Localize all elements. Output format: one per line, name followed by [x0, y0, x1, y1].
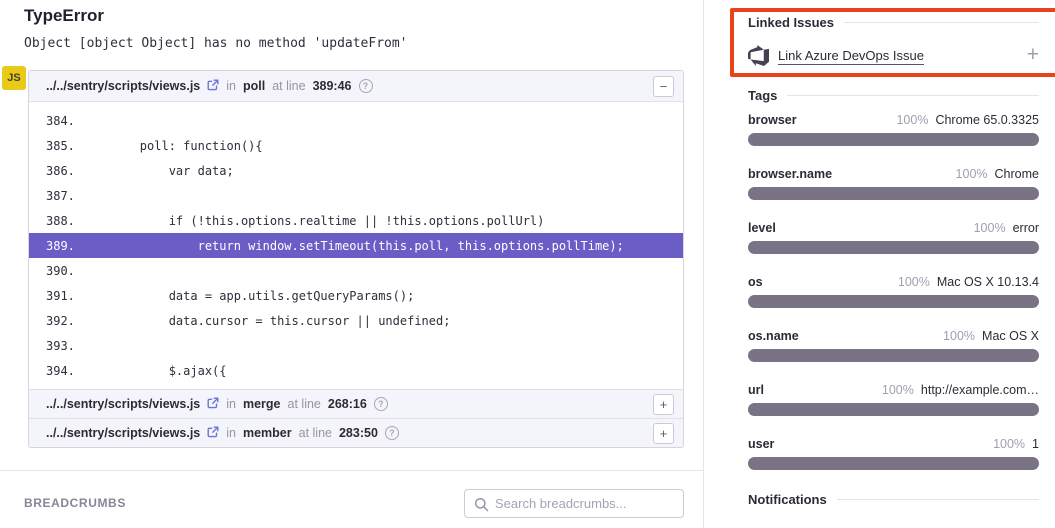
external-link-icon[interactable]	[207, 426, 219, 441]
platform-js-badge: JS	[2, 66, 26, 90]
help-question-icon[interactable]: ?	[358, 79, 373, 93]
tag-distribution-bar[interactable]	[748, 349, 1039, 362]
add-linked-issue-button[interactable]: +	[1026, 43, 1039, 66]
frame-in-label: in	[226, 426, 236, 440]
tag-distribution-bar[interactable]	[748, 457, 1039, 470]
linked-issues-title: Linked Issues	[748, 14, 834, 30]
external-link-icon[interactable]	[207, 397, 219, 412]
tag-distribution-bar[interactable]	[748, 133, 1039, 146]
notifications-title: Notifications	[748, 491, 827, 507]
tag-row-url: url 100% http://example.com…	[748, 383, 1039, 416]
frame-in-label: in	[226, 79, 236, 93]
tag-value[interactable]: Chrome	[994, 167, 1039, 181]
frame-function: merge	[242, 397, 281, 411]
frame-line-number: 268:16	[327, 397, 367, 411]
stack-frame-header-merge[interactable]: ../../sentry/scripts/views.js in merge a…	[29, 389, 683, 418]
code-line: 392. data.cursor = this.cursor || undefi…	[46, 313, 451, 328]
tag-value[interactable]: Mac OS X 10.13.4	[936, 275, 1039, 289]
tag-distribution-bar[interactable]	[748, 241, 1039, 254]
tag-percent: 100%	[881, 383, 914, 397]
code-line: 385. poll: function(){	[46, 138, 263, 153]
tag-key: os.name	[748, 329, 799, 343]
tags-section: Tags browser 100% Chrome 65.0.3325 brows…	[748, 87, 1039, 470]
stacktrace-box: ../../sentry/scripts/views.js in poll at…	[28, 70, 684, 448]
heading-rule	[836, 498, 1039, 500]
tags-title: Tags	[748, 87, 778, 103]
linked-issues-section: Linked Issues Link Azure DevOps Issue +	[748, 14, 1039, 67]
tag-row-level: level 100% error	[748, 221, 1039, 254]
stack-frame-header-poll[interactable]: ../../sentry/scripts/views.js in poll at…	[29, 71, 683, 102]
tag-key: browser	[748, 113, 797, 127]
code-line: 386. var data;	[46, 163, 234, 178]
code-line: 393.	[46, 338, 75, 353]
error-message: Object [object Object] has no method 'up…	[24, 36, 408, 51]
tag-key: os	[748, 275, 763, 289]
tag-percent: 100%	[897, 275, 930, 289]
frame-at-label: at line	[298, 426, 332, 440]
breadcrumbs-section-title: BREADCRUMBS	[24, 496, 126, 510]
tag-value[interactable]: 1	[1032, 437, 1039, 451]
collapse-frame-button[interactable]: −	[653, 75, 674, 97]
external-link-icon[interactable]	[207, 79, 219, 94]
tag-distribution-bar[interactable]	[748, 295, 1039, 308]
help-question-icon[interactable]: ?	[373, 397, 388, 411]
search-icon	[474, 497, 489, 512]
heading-rule	[787, 94, 1039, 96]
code-line: 391. data = app.utils.getQueryParams();	[46, 288, 415, 303]
frame-line-number: 283:50	[338, 426, 378, 440]
tag-value[interactable]: http://example.com…	[920, 383, 1039, 397]
frame-line-number: 389:46	[312, 79, 352, 93]
frame-filename: ../../sentry/scripts/views.js	[46, 426, 201, 440]
tag-percent: 100%	[896, 113, 929, 127]
link-azure-devops-issue-link[interactable]: Link Azure DevOps Issue	[778, 47, 924, 63]
tag-distribution-bar[interactable]	[748, 187, 1039, 200]
tag-key: level	[748, 221, 776, 235]
frame-filename: ../../sentry/scripts/views.js	[46, 397, 201, 411]
sidebar: Linked Issues Link Azure DevOps Issue + …	[703, 0, 1055, 528]
code-line: 388. if (!this.options.realtime || !this…	[46, 213, 545, 228]
code-line: 387.	[46, 188, 75, 203]
tag-value[interactable]: error	[1012, 221, 1039, 235]
tag-value[interactable]: Mac OS X	[982, 329, 1039, 343]
tag-key: browser.name	[748, 167, 833, 181]
page-title: TypeError	[24, 6, 104, 25]
tag-row-browser: browser 100% Chrome 65.0.3325	[748, 113, 1039, 146]
tag-row-os-name: os.name 100% Mac OS X	[748, 329, 1039, 362]
tag-row-os: os 100% Mac OS X 10.13.4	[748, 275, 1039, 308]
tag-percent: 100%	[973, 221, 1006, 235]
heading-rule	[843, 21, 1039, 23]
code-line-highlighted: 389. return window.setTimeout(this.poll,…	[29, 233, 683, 258]
tag-row-browser-name: browser.name 100% Chrome	[748, 167, 1039, 200]
section-divider	[0, 470, 704, 471]
expand-frame-button[interactable]: +	[653, 422, 674, 444]
azure-devops-icon	[748, 44, 769, 66]
search-breadcrumbs-input[interactable]	[465, 490, 683, 517]
tag-distribution-bar[interactable]	[748, 403, 1039, 416]
breadcrumbs-search	[464, 489, 684, 518]
frame-at-label: at line	[272, 79, 306, 93]
frame-in-label: in	[226, 397, 236, 411]
tag-percent: 100%	[943, 329, 976, 343]
tag-percent: 100%	[993, 437, 1026, 451]
tag-row-user: user 100% 1	[748, 437, 1039, 470]
frame-at-label: at line	[287, 397, 321, 411]
code-line: 390.	[46, 263, 75, 278]
frame-filename: ../../sentry/scripts/views.js	[46, 79, 201, 93]
code-line: 384.	[46, 113, 75, 128]
code-line: 394. $.ajax({	[46, 363, 227, 378]
tag-key: user	[748, 437, 775, 451]
frame-function: poll	[242, 79, 266, 93]
notifications-section: Notifications	[748, 491, 1039, 507]
source-code-block: 384. 385. poll: function(){ 386. var dat…	[29, 102, 683, 389]
tag-key: url	[748, 383, 764, 397]
stack-frame-header-member[interactable]: ../../sentry/scripts/views.js in member …	[29, 418, 683, 447]
help-question-icon[interactable]: ?	[384, 426, 399, 440]
tag-percent: 100%	[955, 167, 988, 181]
expand-frame-button[interactable]: +	[653, 393, 674, 415]
tag-value[interactable]: Chrome 65.0.3325	[935, 113, 1039, 127]
frame-function: member	[242, 426, 292, 440]
